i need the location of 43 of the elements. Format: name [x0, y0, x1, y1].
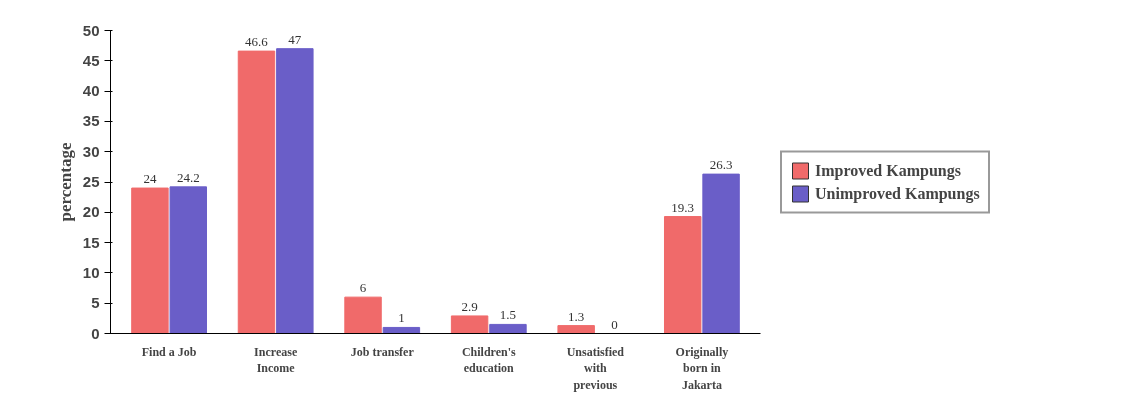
bar: [344, 296, 382, 334]
y-tick-label: 5: [91, 294, 100, 312]
y-tick-label: 50: [82, 21, 100, 39]
y-tick-label: 0: [91, 324, 100, 342]
y-tick-label: 30: [82, 142, 100, 160]
y-tick-label: 10: [82, 263, 100, 281]
x-tick-label: Job transfer: [350, 344, 415, 359]
x-tick-label: Originally born in Jakarta: [675, 344, 729, 393]
x-tick-label: Unsatisfied with previous: [566, 344, 625, 393]
data-label: 1.3: [568, 308, 585, 324]
data-label: 46.6: [245, 34, 269, 50]
y-axis-title: percentage: [55, 142, 75, 222]
bar: [450, 315, 489, 334]
data-label: 24: [143, 171, 157, 187]
data-label: 6: [359, 280, 367, 296]
bar: [131, 187, 169, 334]
y-tick-label: 20: [82, 203, 100, 221]
y-tick-label: 25: [82, 173, 100, 190]
data-label: 0: [611, 316, 618, 332]
bar: [237, 50, 276, 334]
bar: [276, 48, 314, 334]
y-tick-label: 15: [82, 233, 100, 251]
x-tick-label: Find a Job: [141, 344, 197, 359]
legend-label: Unimproved Kampungs: [815, 184, 980, 202]
y-tick-label: 45: [82, 51, 100, 69]
x-tick-label: Children's education: [461, 344, 517, 376]
legend-label: Improved Kampungs: [815, 161, 961, 179]
bar: [489, 323, 527, 334]
data-label: 24.2: [176, 169, 200, 185]
bar: [702, 173, 740, 334]
bar: [382, 326, 421, 334]
bar: [663, 216, 702, 334]
data-label: 1: [398, 310, 405, 326]
bar: [169, 186, 208, 334]
data-label: 47: [288, 31, 302, 47]
data-label: 1.5: [499, 307, 517, 323]
y-tick-label: 35: [82, 112, 100, 130]
y-tick-label: 40: [82, 82, 100, 100]
x-tick-label: Increase Income: [254, 344, 298, 376]
data-label: 19.3: [671, 199, 695, 215]
bar: [557, 325, 595, 334]
data-label: 26.3: [709, 157, 733, 173]
data-label: 2.9: [461, 298, 478, 314]
